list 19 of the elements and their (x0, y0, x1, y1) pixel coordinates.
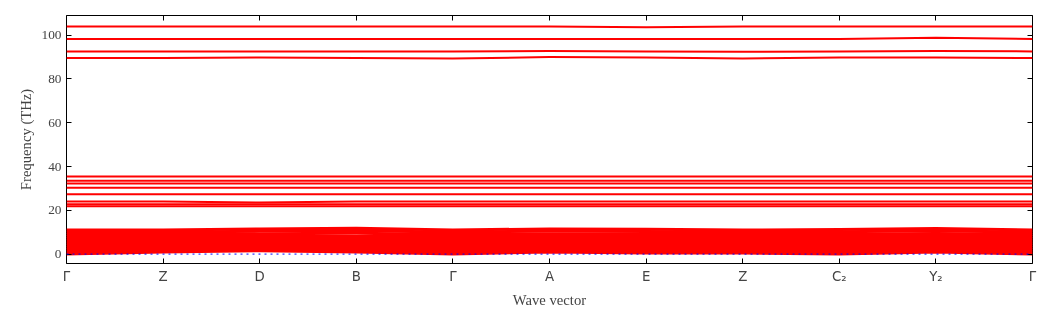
y-axis-title: Frequency (THz) (17, 88, 35, 191)
x-tick-label: B (351, 268, 361, 284)
x-tick-label: Γ (1028, 268, 1037, 284)
x-tick-label: A (544, 268, 555, 284)
x-tick-label: Γ (62, 268, 71, 284)
y-tick-label: 60 (48, 114, 62, 130)
x-tick-label: Γ (449, 268, 458, 284)
x-tick-label: Z (158, 268, 168, 284)
x-axis-title: Wave vector (512, 291, 587, 308)
x-tick-label: Y₂ (928, 268, 943, 284)
x-tick-label: D (254, 268, 265, 284)
y-tick-label: 20 (48, 202, 62, 218)
y-tick-label: 40 (48, 158, 62, 174)
x-tick-label: Z (738, 268, 748, 284)
x-tick-label: C₂ (831, 268, 847, 284)
x-tick-label: E (641, 268, 651, 284)
y-tick-label: 100 (41, 27, 62, 43)
y-tick-label: 0 (54, 246, 62, 262)
y-tick-label: 80 (48, 70, 62, 86)
